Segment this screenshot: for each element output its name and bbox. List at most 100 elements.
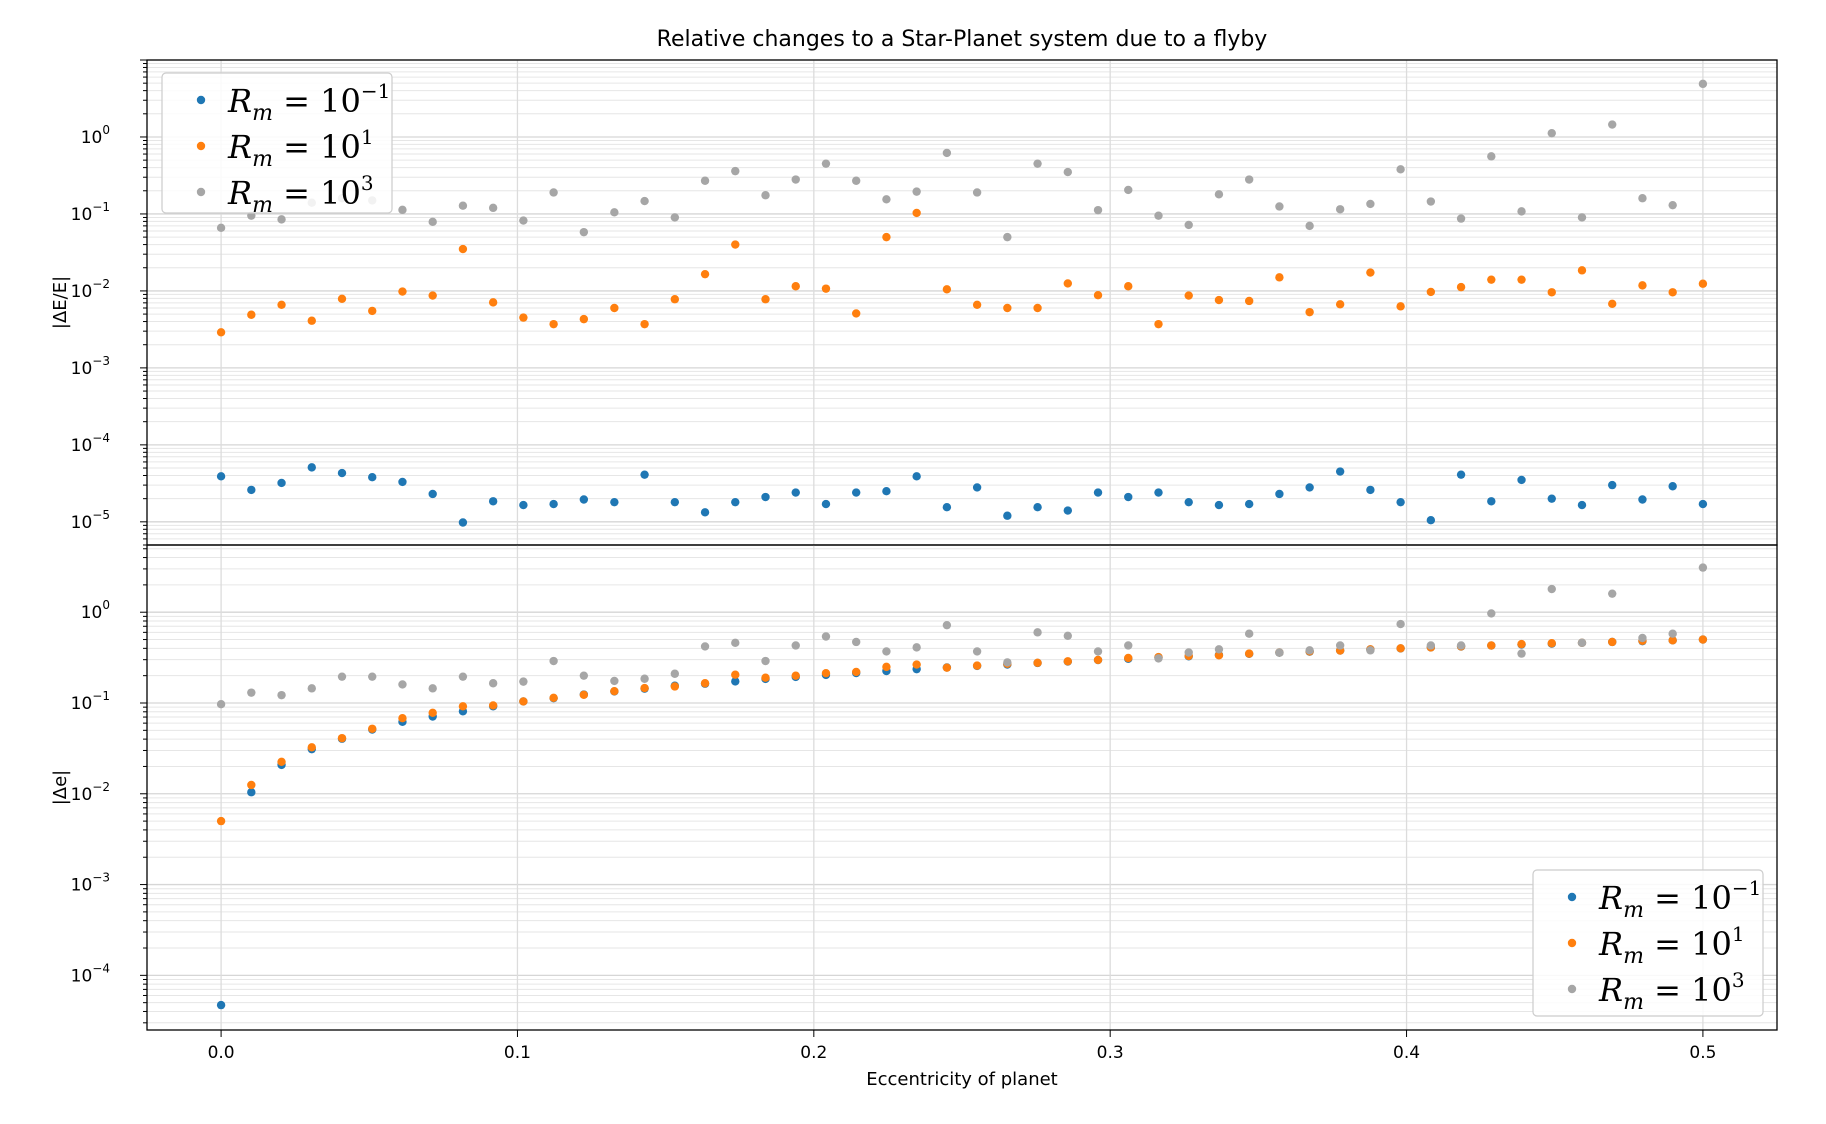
top-point <box>972 188 982 197</box>
top-legend-marker-0 <box>196 95 206 105</box>
top-point <box>1305 483 1314 492</box>
top-point <box>1154 319 1163 329</box>
top-point <box>1547 494 1556 503</box>
bottom-point <box>1396 644 1405 653</box>
top-point <box>1668 288 1677 297</box>
bottom-point <box>851 637 861 647</box>
top-point <box>1033 502 1042 512</box>
bottom-point <box>761 673 770 682</box>
bottom-point <box>216 816 226 826</box>
top-point <box>277 215 286 224</box>
top-point <box>216 472 226 481</box>
top-point <box>368 306 377 316</box>
top-point <box>761 295 770 304</box>
top-point <box>700 508 710 517</box>
top-point <box>1275 202 1284 211</box>
bottom-point <box>1124 641 1133 650</box>
bottom-point <box>791 671 800 680</box>
top-y-tick-label: 100 <box>81 123 110 148</box>
top-point <box>1547 288 1556 297</box>
top-point <box>700 269 710 279</box>
bottom-point <box>1456 641 1466 650</box>
legend-label-1: Rm = 101 <box>1598 922 1745 969</box>
bottom-point <box>882 647 891 656</box>
top-point <box>942 148 952 158</box>
top-point <box>398 205 407 215</box>
bottom-point <box>1577 638 1587 648</box>
top-series-2 <box>216 79 1708 242</box>
bottom-point <box>488 679 498 688</box>
legend-label-0: Rm = 10−1 <box>227 79 390 126</box>
top-point <box>640 319 649 329</box>
top-point <box>1698 279 1708 288</box>
bottom-point <box>1668 629 1677 638</box>
top-point <box>1214 295 1224 305</box>
bottom-point <box>579 690 589 700</box>
bottom-point <box>1547 639 1556 648</box>
top-point <box>1124 185 1133 195</box>
top-point <box>1335 205 1345 214</box>
bottom-point <box>1698 563 1708 572</box>
bottom-point <box>1244 629 1254 638</box>
bottom-point <box>1124 653 1133 663</box>
top-point <box>912 208 921 218</box>
bottom-point <box>458 702 468 711</box>
top-point <box>1275 489 1284 499</box>
top-point <box>761 191 770 200</box>
top-point <box>428 217 437 227</box>
bottom-legend-marker-1 <box>1567 938 1577 948</box>
bottom-point <box>398 714 407 723</box>
top-point <box>1003 232 1012 242</box>
bottom-point <box>1396 619 1405 629</box>
bottom-legend-marker-2 <box>1567 984 1577 994</box>
top-point <box>851 309 861 318</box>
bottom-point <box>1335 641 1345 650</box>
bottom-grid <box>140 545 1777 1030</box>
top-legend-box <box>161 72 393 214</box>
top-point <box>1093 205 1103 215</box>
bottom-point <box>731 677 740 686</box>
top-point <box>519 216 528 225</box>
bottom-point <box>1426 641 1436 650</box>
top-point <box>670 213 680 222</box>
top-points <box>216 79 1708 527</box>
top-point <box>1033 303 1042 313</box>
top-point <box>1608 120 1617 129</box>
top-legend-marker-2 <box>196 187 206 197</box>
top-point <box>821 499 831 509</box>
top-point <box>1124 492 1133 502</box>
bottom-point <box>519 697 528 706</box>
bottom-y-tick-label: 10−4 <box>71 961 110 986</box>
top-point <box>851 176 861 185</box>
top-point <box>1547 128 1556 138</box>
top-point <box>670 295 680 304</box>
bottom-point <box>700 642 710 651</box>
top-point <box>882 195 891 204</box>
top-point <box>1093 488 1103 497</box>
x-tick-label: 0.4 <box>1393 1043 1420 1063</box>
top-point <box>821 284 831 293</box>
top-y-tick-label: 10−2 <box>71 277 110 302</box>
top-y-tick-labels: 10−5 10−4 10−3 10−2 10−1 100 <box>71 123 110 533</box>
bottom-series-1 <box>216 635 1708 826</box>
top-point <box>1154 488 1163 497</box>
top-point <box>972 300 982 310</box>
top-point <box>791 282 800 291</box>
top-point <box>1517 275 1526 284</box>
top-point <box>247 310 256 319</box>
bottom-point <box>1063 631 1073 640</box>
bottom-point <box>1517 649 1526 658</box>
bottom-point <box>670 682 680 691</box>
bottom-point <box>398 680 407 689</box>
bottom-point <box>912 660 921 669</box>
top-point <box>610 208 619 217</box>
bottom-point <box>942 620 952 630</box>
top-point <box>791 175 800 184</box>
top-point <box>307 463 316 472</box>
bottom-point <box>1698 635 1708 644</box>
top-point <box>700 176 710 185</box>
top-point <box>942 502 952 512</box>
top-point <box>882 232 891 242</box>
bottom-point <box>277 757 286 767</box>
